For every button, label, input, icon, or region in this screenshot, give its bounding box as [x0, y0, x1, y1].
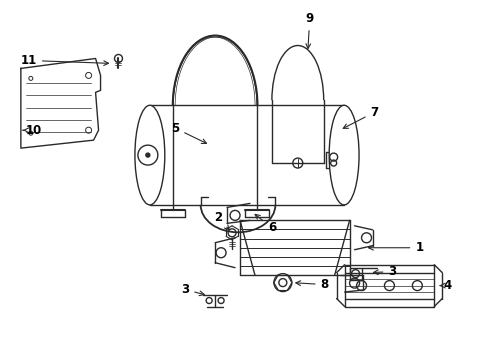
Text: 2: 2 — [214, 211, 229, 230]
Ellipse shape — [135, 105, 164, 205]
Text: 9: 9 — [305, 12, 313, 49]
Text: 5: 5 — [171, 122, 206, 143]
Text: 7: 7 — [343, 106, 378, 129]
Text: 11: 11 — [20, 54, 108, 67]
Bar — [149, 105, 344, 205]
Text: 4: 4 — [439, 279, 450, 292]
Circle shape — [145, 153, 149, 157]
Text: 3: 3 — [373, 265, 396, 278]
Text: 6: 6 — [255, 215, 275, 234]
Ellipse shape — [328, 105, 358, 205]
Text: 8: 8 — [295, 278, 328, 291]
Text: 10: 10 — [23, 124, 42, 137]
Text: 1: 1 — [368, 241, 423, 254]
Text: 3: 3 — [181, 283, 204, 296]
Polygon shape — [21, 58, 101, 148]
